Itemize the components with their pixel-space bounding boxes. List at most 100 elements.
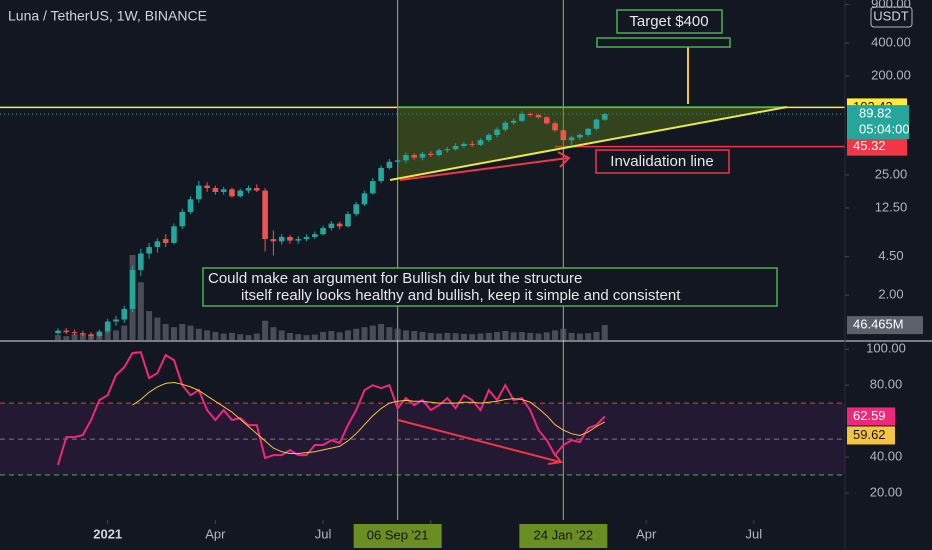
marker-label: 06 Sep '21: [367, 527, 429, 542]
volume-bar: [187, 325, 194, 340]
volume-bar: [518, 331, 525, 340]
candle-body: [336, 223, 343, 227]
candle-body: [303, 236, 310, 240]
rsi-last-bg: [847, 426, 895, 445]
candle-body: [138, 253, 144, 270]
candle-body: [560, 130, 567, 141]
volume-bar: [237, 334, 244, 340]
volume-bar: [295, 334, 302, 340]
y-tick-label: 400.00: [871, 34, 911, 49]
candle-body: [353, 204, 360, 215]
candle-body: [469, 143, 476, 145]
candle-body: [378, 167, 384, 182]
candle-body: [403, 155, 409, 161]
candle-body: [204, 185, 210, 189]
candle-body: [270, 239, 277, 242]
candle-body: [154, 241, 161, 248]
arrow: [399, 157, 569, 181]
volume-bar: [162, 323, 169, 340]
volume-bar: [378, 323, 385, 340]
volume-bar: [576, 333, 583, 340]
countdown: 05:04:00: [859, 122, 910, 137]
candle-body: [510, 120, 517, 123]
y-tick-label: 4.50: [878, 248, 903, 263]
volume-bar: [154, 317, 161, 340]
marker-label-bg: [353, 524, 442, 548]
candle-body: [477, 140, 484, 145]
candle-body: [88, 334, 94, 336]
candle-body: [452, 145, 459, 150]
candle-body: [71, 332, 78, 334]
labels-layer: 900.00 400.00 200.00 25.00 12.50 4.50 2.00 2021…: [93, 0, 923, 548]
candle-body: [427, 153, 434, 156]
candle-body: [262, 190, 268, 240]
volume-bar: [195, 328, 202, 340]
candle-body: [229, 189, 235, 197]
volume-bar: [394, 328, 401, 340]
candle-body: [220, 189, 227, 192]
volume-bar: [328, 331, 335, 340]
candle-body: [55, 330, 61, 334]
candle-body: [552, 123, 558, 131]
candle-body: [278, 236, 285, 242]
volume-bar: [369, 325, 376, 340]
rsi-last-label: 62.59: [853, 408, 886, 423]
rsi-last-bg: [847, 407, 895, 426]
candle-body: [80, 333, 86, 335]
candle-body: [312, 234, 318, 237]
volume-bar: [386, 327, 393, 340]
volume-bar: [361, 327, 368, 340]
invalidation-label: Invalidation line: [610, 153, 713, 170]
candle-body: [585, 128, 591, 135]
candle-body: [129, 269, 136, 309]
volume-bar: [502, 331, 509, 340]
candle-body: [162, 239, 169, 243]
price-level-label-bg: [847, 137, 907, 156]
arrow-head: [557, 151, 571, 168]
target-zone: [596, 37, 731, 48]
candle-body: [444, 149, 451, 151]
y-tick-label: 200.00: [871, 67, 911, 82]
volume-bar: [278, 330, 285, 340]
volume-bar: [303, 335, 310, 340]
comment-box: [202, 267, 778, 307]
candle-body: [237, 190, 244, 197]
candle-body: [361, 193, 368, 205]
rsi-last-label: 59.62: [853, 427, 886, 442]
volume-bar: [535, 333, 542, 340]
volume-bar: [444, 332, 451, 340]
last-price-bg: [847, 105, 909, 140]
candle-body: [179, 211, 186, 227]
y-tick-label: 2.00: [878, 287, 903, 302]
candle-body: [254, 188, 260, 191]
background-layer: [0, 0, 845, 520]
volume-bar: [402, 330, 409, 340]
comment-line: Could make an argument for Bullish div b…: [208, 270, 582, 287]
volume-bar: [593, 331, 600, 340]
comment-line: itself really looks healthy and bullish,…: [241, 287, 681, 304]
volume-bar: [436, 333, 443, 340]
y-tick-label: 40.00: [870, 449, 903, 464]
volume-bar: [137, 282, 144, 340]
volume-bar: [419, 331, 426, 340]
volume-bar: [228, 332, 235, 340]
rsi-line: [57, 351, 606, 466]
volume-bar: [212, 331, 219, 340]
candle-body: [386, 161, 393, 168]
trendline: [389, 106, 788, 181]
volume-bar: [146, 311, 153, 340]
candle-body: [461, 143, 467, 146]
y-tick-label: 20.00: [870, 484, 903, 499]
candle-body: [320, 228, 326, 235]
candle-body: [328, 223, 335, 229]
candle-body: [104, 321, 111, 332]
volume-bar: [170, 327, 177, 340]
rsi-arrow: [397, 419, 561, 463]
marker-label: 24 Jan '22: [534, 527, 594, 542]
volume-label-bg: [847, 316, 923, 335]
volume-bar: [54, 335, 61, 340]
y-tick-label: 900.00: [871, 0, 911, 11]
volume-bar: [560, 328, 567, 340]
y-tick-label: 80.00: [870, 377, 903, 392]
volume-bar: [485, 332, 492, 340]
